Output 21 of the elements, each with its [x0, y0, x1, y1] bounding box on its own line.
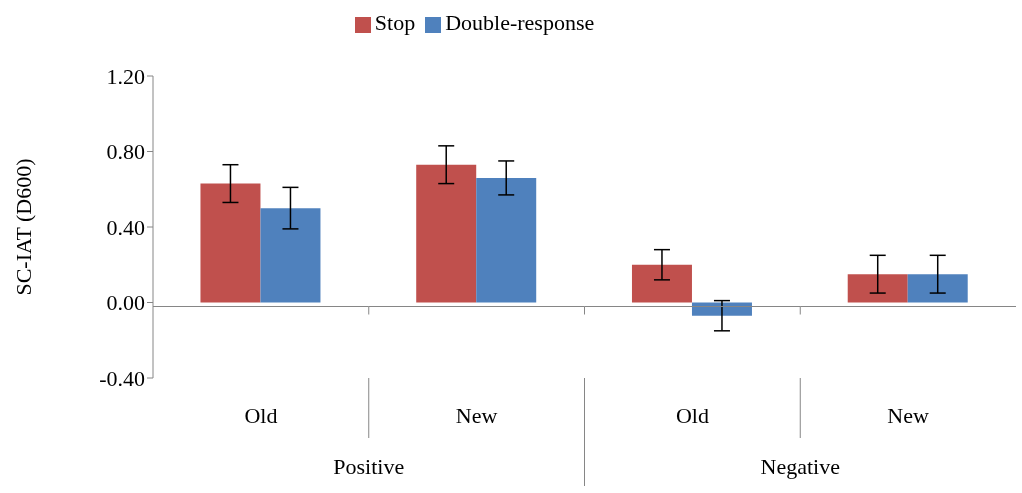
bar [416, 164, 477, 303]
y-tick-label: 1.20 [106, 63, 145, 89]
y-axis-title: SC-IAT (D600) [10, 158, 36, 296]
y-tick-label: 0.40 [106, 214, 145, 240]
bar [631, 264, 692, 303]
y-tick-label: 0.80 [106, 139, 145, 165]
bar [847, 274, 908, 303]
x-tick-label: Old [675, 403, 709, 428]
legend-label: Stop [374, 10, 416, 35]
bar [907, 274, 968, 303]
bar [200, 183, 261, 303]
text: Negative [760, 454, 840, 479]
x-tick-label: Old [244, 403, 278, 428]
x-tick-label: New [455, 403, 498, 428]
y-tick-label: 0.00 [106, 290, 145, 316]
bar [260, 208, 321, 303]
y-tick-label: -0.40 [99, 365, 145, 391]
legend-label: Double-response [445, 10, 595, 35]
bar [476, 177, 537, 303]
text: Positive [333, 454, 405, 479]
x-tick-label: New [887, 403, 929, 428]
